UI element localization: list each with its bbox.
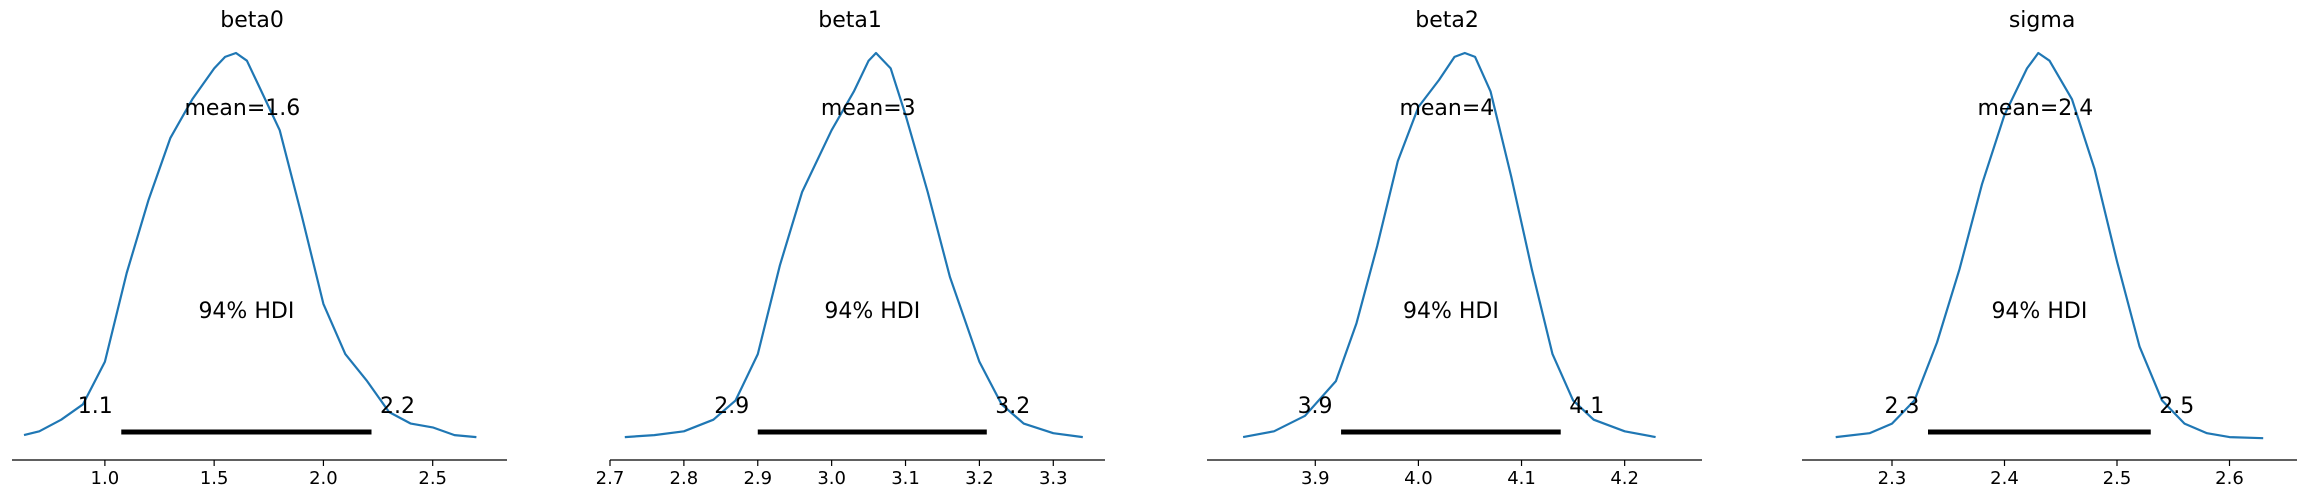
hdi-label: 94% HDI bbox=[824, 299, 920, 324]
kde-curve bbox=[1835, 51, 2264, 440]
hdi-high-label: 3.2 bbox=[995, 394, 1030, 419]
x-tick-label: 2.5 bbox=[418, 468, 447, 489]
x-tick-label: 2.3 bbox=[1878, 468, 1907, 489]
kde-curve bbox=[1242, 51, 1656, 439]
x-tick-label: 4.1 bbox=[1507, 468, 1536, 489]
panel-title: beta2 bbox=[1415, 8, 1479, 33]
panel-title: beta0 bbox=[220, 8, 284, 33]
panel-sigma: sigma mean=2.4 94% HDI 2.3 2.5 2.3 2.4 2.5 2.6 bbox=[1802, 8, 2297, 489]
mean-label: mean=4 bbox=[1399, 96, 1494, 121]
hdi-high-label: 2.5 bbox=[2159, 394, 2194, 419]
x-tick-label: 2.7 bbox=[596, 468, 625, 489]
hdi-low-label: 3.9 bbox=[1298, 394, 1333, 419]
x-tick-label: 4.0 bbox=[1404, 468, 1433, 489]
x-tick-label: 2.8 bbox=[670, 468, 699, 489]
hdi-low-label: 2.9 bbox=[714, 394, 749, 419]
hdi-low-label: 1.1 bbox=[78, 394, 113, 419]
x-tick-label: 2.5 bbox=[2103, 468, 2132, 489]
hdi-label: 94% HDI bbox=[1403, 299, 1499, 324]
hdi-label: 94% HDI bbox=[1991, 299, 2087, 324]
x-tick-label: 3.3 bbox=[1039, 468, 1068, 489]
mean-label: mean=1.6 bbox=[184, 96, 300, 121]
kde-curve bbox=[23, 51, 477, 439]
x-tick-label: 1.5 bbox=[200, 468, 229, 489]
x-tick-label: 2.9 bbox=[743, 468, 772, 489]
panel-beta0: beta0 mean=1.6 94% HDI 1.1 2.2 1.0 1.5 2.0 2.5 bbox=[12, 8, 507, 489]
hdi-low-label: 2.3 bbox=[1885, 394, 1920, 419]
x-tick-label: 2.4 bbox=[1990, 468, 2019, 489]
kde-curve bbox=[624, 51, 1083, 439]
x-tick-label: 2.0 bbox=[309, 468, 338, 489]
x-tick-label: 4.2 bbox=[1610, 468, 1639, 489]
panel-beta1: beta1 mean=3 94% HDI 2.9 3.2 2.7 2.8 2.9 3.0 3.1 3… bbox=[596, 8, 1105, 489]
hdi-high-label: 4.1 bbox=[1569, 394, 1604, 419]
panel-title: beta1 bbox=[818, 8, 882, 33]
x-tick-label: 2.6 bbox=[2215, 468, 2244, 489]
hdi-label: 94% HDI bbox=[198, 299, 294, 324]
x-tick-label: 1.0 bbox=[91, 468, 120, 489]
x-tick-label: 3.0 bbox=[817, 468, 846, 489]
hdi-high-label: 2.2 bbox=[380, 394, 415, 419]
x-tick-label: 3.1 bbox=[891, 468, 920, 489]
x-tick-label: 3.2 bbox=[965, 468, 994, 489]
panel-beta2: beta2 mean=4 94% HDI 3.9 4.1 3.9 4.0 4.1 4.2 bbox=[1207, 8, 1702, 489]
mean-label: mean=2.4 bbox=[1977, 96, 2093, 121]
panel-title: sigma bbox=[2009, 8, 2075, 33]
x-tick-label: 3.9 bbox=[1301, 468, 1330, 489]
mean-label: mean=3 bbox=[821, 96, 916, 121]
